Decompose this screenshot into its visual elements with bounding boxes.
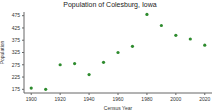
- svg-text:275: 275: [12, 62, 21, 68]
- svg-text:2020: 2020: [199, 96, 210, 102]
- svg-text:225: 225: [12, 74, 21, 80]
- svg-text:Census Year: Census Year: [104, 105, 133, 110]
- svg-text:1980: 1980: [141, 96, 152, 102]
- svg-text:425: 425: [12, 25, 21, 31]
- svg-text:375: 375: [12, 37, 21, 43]
- svg-text:475: 475: [12, 12, 21, 18]
- svg-text:1960: 1960: [112, 96, 123, 102]
- svg-text:1900: 1900: [26, 96, 37, 102]
- svg-text:1920: 1920: [55, 96, 66, 102]
- svg-text:1940: 1940: [84, 96, 95, 102]
- svg-text:2000: 2000: [170, 96, 181, 102]
- html-text:Population of Colesburg, Iowa: Population of Colesburg, Iowa: [63, 1, 157, 8]
- svg-text:325: 325: [12, 49, 21, 55]
- svg-text:175: 175: [12, 86, 21, 92]
